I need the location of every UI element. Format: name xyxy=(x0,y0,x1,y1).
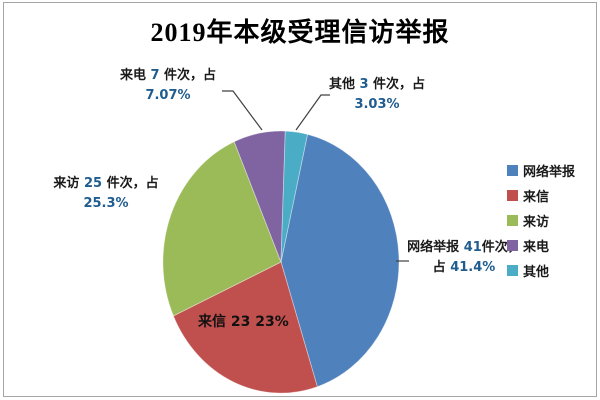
legend-label-letter: 来信 xyxy=(523,190,550,205)
legend: 网络举报 来信 来访 来电 其他 xyxy=(507,158,575,283)
legend-item-other[interactable]: 其他 xyxy=(507,258,575,283)
pie-slice-网络举报[interactable] xyxy=(280,133,400,388)
pie-slice-其他[interactable] xyxy=(280,130,308,263)
legend-label-web: 网络举报 xyxy=(523,165,576,180)
legend-swatch-other xyxy=(507,265,518,276)
pie-slices xyxy=(162,130,400,394)
legend-swatch-phone xyxy=(507,240,518,251)
pie-slice-来访[interactable] xyxy=(162,141,282,317)
pie-slice-来电[interactable] xyxy=(233,130,286,263)
leader-line-other xyxy=(295,94,330,131)
legend-item-visit[interactable]: 来访 xyxy=(507,208,575,233)
legend-label-other: 其他 xyxy=(523,265,550,280)
legend-label-visit: 来访 xyxy=(523,215,550,230)
pie-slice-来信[interactable] xyxy=(172,261,318,394)
legend-item-phone[interactable]: 来电 xyxy=(507,233,575,258)
leader-line-phone xyxy=(222,90,263,131)
data-label-web: 网络举报 41件次， 占 41.4% xyxy=(407,240,521,275)
data-label-phone: 来电 7 件次，占 7.07% xyxy=(119,68,217,103)
data-label-letter: 来信 23 23% xyxy=(198,314,289,330)
data-label-other: 其他 3 件次，占 3.03% xyxy=(328,77,426,112)
legend-item-letter[interactable]: 来信 xyxy=(507,183,575,208)
chart-title: 2019年本级受理信访举报 xyxy=(150,18,450,47)
legend-swatch-visit xyxy=(507,215,518,226)
data-label-visit: 来访 25 件次，占 25.3% xyxy=(53,176,159,211)
legend-label-phone: 来电 xyxy=(523,240,550,255)
legend-item-web[interactable]: 网络举报 xyxy=(507,158,575,183)
chart-frame xyxy=(3,2,597,397)
legend-swatch-web xyxy=(507,165,518,176)
legend-swatch-letter xyxy=(507,190,518,201)
